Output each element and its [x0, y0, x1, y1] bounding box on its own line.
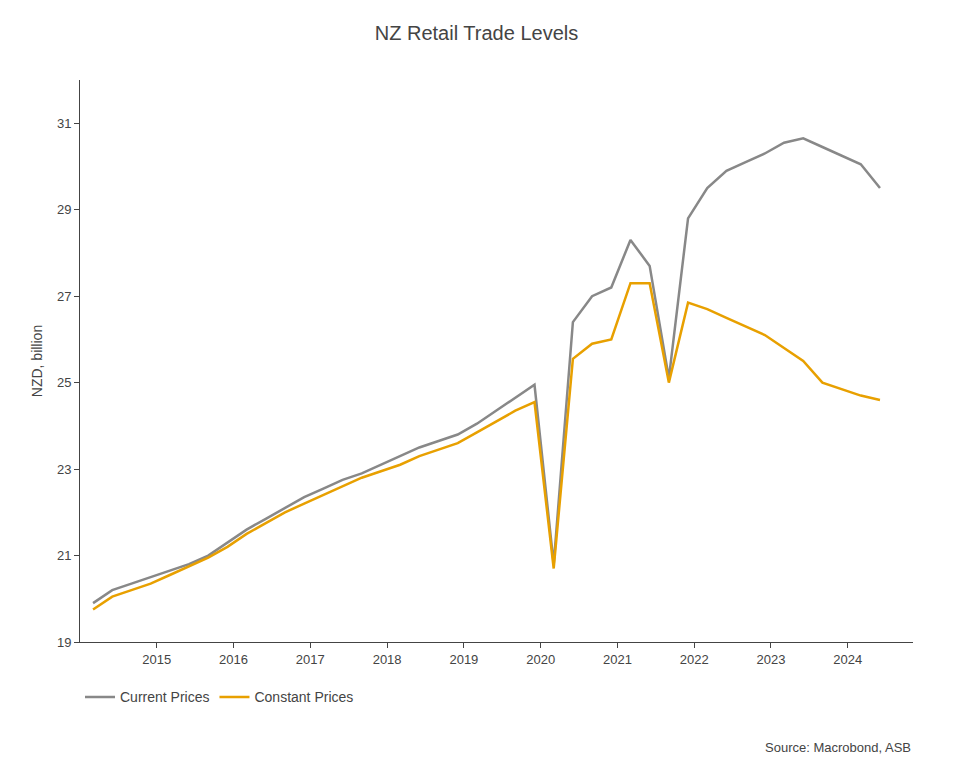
svg-text:31: 31 [57, 116, 71, 131]
svg-text:2021: 2021 [603, 652, 632, 667]
svg-text:2018: 2018 [373, 652, 402, 667]
svg-text:23: 23 [57, 462, 71, 477]
svg-text:Constant Prices: Constant Prices [254, 689, 353, 705]
svg-text:27: 27 [57, 289, 71, 304]
svg-text:2017: 2017 [296, 652, 325, 667]
svg-text:Current Prices: Current Prices [120, 689, 209, 705]
svg-text:2016: 2016 [219, 652, 248, 667]
svg-text:29: 29 [57, 202, 71, 217]
svg-text:2024: 2024 [833, 652, 862, 667]
svg-text:2019: 2019 [449, 652, 478, 667]
svg-text:NZD, billion: NZD, billion [29, 325, 45, 397]
svg-text:2020: 2020 [526, 652, 555, 667]
svg-text:2015: 2015 [142, 652, 171, 667]
svg-text:25: 25 [57, 375, 71, 390]
svg-text:NZ Retail Trade Levels: NZ Retail Trade Levels [375, 22, 578, 44]
svg-text:2023: 2023 [757, 652, 786, 667]
svg-text:19: 19 [57, 635, 71, 650]
svg-text:21: 21 [57, 548, 71, 563]
svg-text:Source: Macrobond, ASB: Source: Macrobond, ASB [765, 740, 911, 755]
svg-text:2022: 2022 [680, 652, 709, 667]
